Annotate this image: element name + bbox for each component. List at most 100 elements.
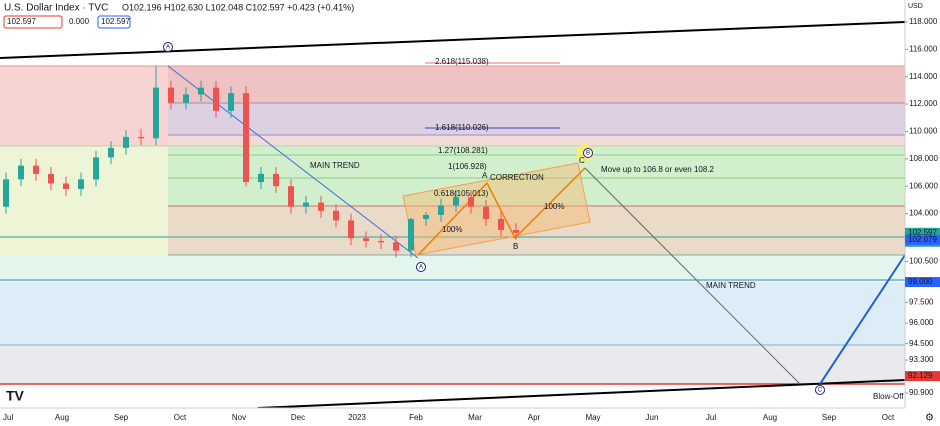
price-label: 102.597 [908,228,937,237]
annotation: CORRECTION [490,173,544,182]
candle-body [243,93,249,183]
candle-body [453,197,459,206]
symbol: U.S. Dollar Index · TVC [4,3,108,14]
annotation: C [579,156,585,165]
candle-body [483,206,489,220]
candle-body [48,173,54,184]
x-tick-label: Jul [3,413,13,422]
y-tick-label: 100.500 [909,257,938,266]
y-tick-label: 94.500 [909,339,934,348]
header-box [97,15,131,29]
annotation: Blow-Off [873,392,904,401]
price-label: 99.000 [908,277,933,286]
y-tick-label: 112.000 [909,99,938,108]
candle-body [513,230,519,233]
price-label-box [905,371,940,382]
annotation: 100% [442,225,462,234]
candle-body [138,136,144,139]
candle-body [63,183,69,189]
candle-body [3,179,9,207]
annotation: 2.618(115.038) [435,57,489,66]
y-tick-label: 90.900 [909,388,934,397]
candle-body [288,186,294,207]
candle-body [213,87,219,111]
candle-body [363,238,369,241]
candle-body [423,214,429,220]
price-axis [905,0,940,426]
candle-body [378,240,384,243]
candle-body [123,136,129,148]
annotation: MAIN TREND [310,161,360,170]
annotation: 0.618(105.013) [434,189,489,198]
candle-body [393,242,399,251]
candle-body [108,147,114,158]
annotation-circle [163,42,173,52]
y-tick-label: 114.000 [909,72,938,81]
x-tick-label: Apr [528,413,541,422]
price-label-box [905,277,940,288]
annotations: 2.618(115.038) 1.618(110.026) 1.27(108.281… [163,42,904,401]
x-tick-label: Aug [763,413,777,422]
annotation: 1(106.928) [448,162,487,171]
x-tick-label: Feb [409,413,423,422]
annotation-circle [815,385,825,395]
price-label-box [905,234,940,245]
annotation: 100% [544,202,564,211]
time-axis [0,408,905,426]
annotation-circle [583,148,593,158]
annotation-circle [416,262,426,272]
candle-body [93,157,99,180]
candle-body [228,93,234,111]
candle-body [438,205,444,215]
y-tick-label: 116.000 [909,44,938,53]
header-box-text: 102.597 [101,17,130,26]
annotation: A [419,265,423,271]
candle-body [168,87,174,103]
annotation: B [513,242,518,251]
currency: USD [908,3,923,10]
x-tick-label: May [585,413,600,422]
candle-body [333,210,339,221]
candle-body [348,220,354,239]
y-tick-label: 108.000 [909,154,938,163]
candle-body [18,165,24,180]
candle-body [273,173,279,187]
annotation: 1.618(110.026) [435,123,489,132]
candle-body [33,165,39,174]
y-tick-label: 93.300 [909,355,934,364]
candle-body [303,202,309,207]
candle-body [183,94,189,103]
candle-body [78,179,84,189]
y-tick-label: 104.000 [909,209,938,218]
candle-body [408,219,414,251]
candle-body [153,87,159,139]
ohlc: O102.196 H102.630 L102.048 C102.597 +0.4… [122,2,354,12]
y-tick-label: 110.000 [909,127,938,136]
x-tick-label: Mar [468,413,482,422]
x-tick-label: Aug [55,413,69,422]
price-label-box [905,227,940,238]
candle-body [468,197,474,207]
candle-body [258,173,264,183]
x-tick-label: Jul [706,413,716,422]
annotation: 1.27(108.281) [438,146,488,155]
settings-icon[interactable]: ⚙ [925,413,934,424]
annotation: B [586,151,590,157]
candles [3,65,519,258]
x-tick-label: Oct [174,413,187,422]
price-label: 102.079 [908,235,937,244]
header-box [3,15,63,29]
y-tick-label: 96.000 [909,318,934,327]
axes: 118.000 116.000 114.000 112.000 110.000 108.0… [3,17,940,422]
x-tick-label: Sep [114,413,129,422]
annotation: A [166,45,170,51]
candle-body [318,202,324,211]
zones [0,62,905,385]
x-tick-label: Oct [882,413,895,422]
candle-body [498,219,504,231]
x-tick-label: Nov [232,413,246,422]
x-tick-label: Dec [291,413,305,422]
candle-body [198,87,204,95]
annotation: Move up to 106.8 or even 108.2 [601,165,715,174]
